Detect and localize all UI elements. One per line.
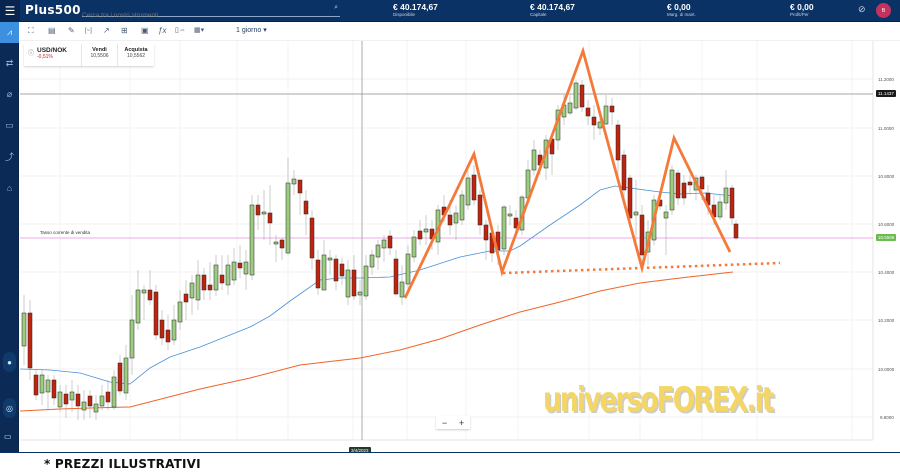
sidebar-item-positions[interactable]: ⇄	[0, 53, 19, 74]
sidebar-item-portfolio[interactable]: ▭	[0, 115, 19, 136]
sidebar: ⩘ ⇄ ⌀ ▭ ⤴ ⌂ ● ◎ ▭	[0, 22, 19, 472]
y-tick-10.0: 10.0000	[878, 367, 895, 372]
indicator-icon[interactable]: ƒx	[158, 26, 167, 35]
search-icon[interactable]: ⌕	[334, 4, 338, 11]
disclaimer: * PREZZI ILLUSTRATIVI	[44, 457, 201, 471]
instrument-symbol-block[interactable]: ⓘ USD/NOK -0,51%	[24, 44, 82, 66]
sun-icon: ●	[7, 357, 12, 367]
chart-toolbar: ⛶ ▤ ✎ [~] ↗ ⊞ ▣ ƒx ▯⇔ ▦▾ 1 giorno ▾	[20, 22, 900, 41]
y-tick-10.2: 10.2000	[878, 318, 895, 323]
y-tick-10.6: 10.6000	[878, 222, 895, 227]
chat-icon[interactable]: ▭	[4, 432, 12, 441]
target-icon: ◎	[6, 403, 13, 413]
compare-icon[interactable]: ▯⇔	[175, 27, 186, 34]
sidebar-item-chart[interactable]: ⩘	[0, 22, 19, 43]
instrument-card[interactable]: ⓘ USD/NOK -0,51% Vendi 10,5506 Acquista …	[24, 44, 154, 66]
sell-button[interactable]: Vendi 10,5506	[82, 44, 118, 66]
chart-icon: ⩘	[6, 27, 13, 37]
sidebar-item-trends[interactable]: ⤴	[0, 146, 19, 167]
instrument-symbol: USD/NOK	[37, 47, 67, 54]
menu-icon[interactable]: ☰	[0, 0, 20, 22]
search-input[interactable]	[82, 12, 322, 19]
instrument-change: -0,51%	[37, 54, 53, 60]
zoom-out-button[interactable]: −	[441, 417, 448, 428]
stat-maintenance-margin: € 0,00 Marg. di mant.	[667, 2, 696, 17]
y-tick-10.8: 10.8000	[878, 174, 895, 179]
avatar[interactable]: B	[876, 3, 891, 18]
crosshair-price-tag: 11.1437	[876, 90, 896, 97]
crosshair-date-tag: 3/4/2023	[349, 447, 371, 454]
fullscreen-icon[interactable]: ⛶	[28, 26, 34, 35]
top-bar: ☰ Plus500 ⌕ € 40.174,67 Disponibile € 40…	[0, 0, 900, 22]
y-tick-11.2: 11.2000	[878, 77, 894, 82]
brand-logo[interactable]: Plus500	[25, 3, 81, 17]
y-tick-10.4: 10.4000	[878, 270, 895, 275]
buy-price: 10,5562	[126, 53, 146, 59]
alerts-toggle[interactable]: ◎	[3, 398, 16, 418]
save-icon[interactable]: ▣	[141, 26, 149, 35]
positions-icon: ⇄	[5, 58, 14, 68]
trend-icon: ⤴	[4, 152, 14, 162]
timeframe-select[interactable]: 1 giorno ▾	[236, 27, 267, 34]
eye-off-icon[interactable]: ⊘	[858, 4, 866, 14]
zoom-in-button[interactable]: +	[458, 417, 465, 428]
buy-button[interactable]: Acquista 10,5562	[118, 44, 154, 66]
search-box[interactable]: ⌕	[82, 4, 340, 19]
watermark: universoFOREX.it	[543, 380, 774, 420]
chart-canvas[interactable]: Tasso corrente di vendita	[20, 41, 900, 443]
sidebar-item-orders[interactable]: ⌀	[0, 84, 19, 105]
tag-icon: ⌀	[6, 89, 13, 99]
sell-price: 10,5506	[90, 53, 109, 59]
stat-equity: € 40.174,67 Capitale	[530, 2, 575, 17]
current-price-tag: 10.5506	[876, 234, 897, 241]
calendar-icon[interactable]: ▦▾	[194, 27, 205, 34]
stat-profit-loss: € 0,00 Profit/Per	[790, 2, 814, 17]
y-tick-11.0: 11.0000	[878, 126, 894, 131]
bank-icon: ⌂	[6, 182, 13, 193]
info-icon[interactable]: ⓘ	[28, 51, 35, 57]
current-rate-label: Tasso corrente di vendita	[40, 230, 91, 235]
price-chart[interactable]: Tasso corrente di vendita	[20, 41, 900, 443]
chart-zoom-controls: − +	[436, 416, 470, 429]
layout-icon[interactable]: ⊞	[121, 26, 128, 35]
sidebar-item-bank[interactable]: ⌂	[0, 177, 19, 198]
briefcase-icon: ▭	[5, 120, 14, 130]
draw-icon[interactable]: ✎	[68, 26, 75, 35]
theme-toggle[interactable]: ●	[3, 352, 16, 372]
y-tick-9.8: 9.8000	[880, 415, 894, 420]
trendline-icon[interactable]: ↗	[103, 26, 110, 35]
chart-type-icon[interactable]: ▤	[48, 26, 56, 35]
stat-available: € 40.174,67 Disponibile	[393, 2, 438, 17]
footer: * PREZZI ILLUSTRATIVI	[0, 452, 900, 472]
range-icon[interactable]: [~]	[85, 28, 92, 34]
